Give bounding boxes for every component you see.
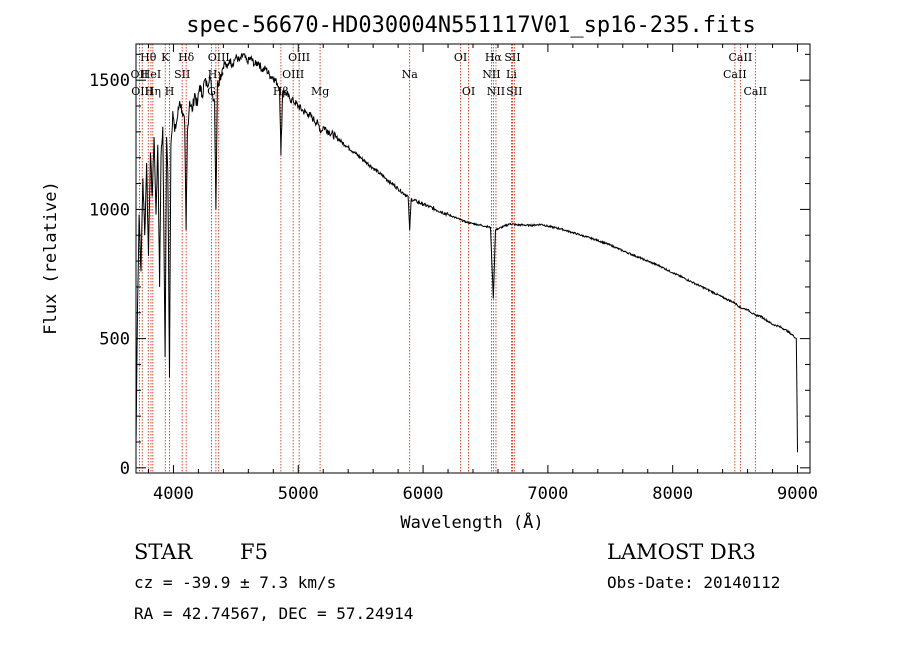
spectral-line-labels: HθOIIHeIOIIIHηKSIIHHδHγGOIIIHβOIIIOIIIMg… bbox=[131, 51, 768, 98]
line-marker-label: NII bbox=[487, 85, 505, 98]
coordinates: RA = 42.74567, DEC = 57.24914 bbox=[134, 604, 413, 623]
x-tick-label: 5000 bbox=[278, 484, 319, 504]
line-marker-label: HeI bbox=[141, 68, 161, 81]
y-axis-label: Flux (relative) bbox=[41, 181, 61, 335]
line-marker-label: OI bbox=[454, 51, 467, 64]
x-axis-ticks: 4000 5000 6000 7000 8000 9000 bbox=[147, 44, 818, 504]
line-marker-label: Hδ bbox=[178, 51, 195, 64]
x-axis-label: Wavelength (Å) bbox=[400, 511, 543, 533]
line-marker-label: OIII bbox=[208, 51, 230, 64]
line-marker-label: Li bbox=[506, 68, 517, 81]
line-marker-label: NII bbox=[482, 68, 500, 81]
line-marker-label: K bbox=[161, 51, 170, 64]
x-tick-label: 9000 bbox=[777, 484, 818, 504]
line-marker-label: H bbox=[165, 85, 175, 98]
y-axis-ticks: 0 500 1000 1500 bbox=[89, 53, 810, 479]
chart-title: spec-56670-HD030004N551117V01_sp16-235.f… bbox=[186, 13, 756, 38]
line-marker-label: CaII bbox=[729, 51, 753, 64]
line-marker-label: SII bbox=[506, 85, 522, 98]
line-marker-label: Hα bbox=[485, 51, 503, 64]
line-marker-label: G bbox=[207, 85, 216, 98]
plot-area: 4000 5000 6000 7000 8000 9000 0 500 1000 1500 Hθ… bbox=[89, 43, 818, 504]
x-tick-label: 4000 bbox=[153, 484, 194, 504]
line-marker-label: Hγ bbox=[208, 68, 225, 81]
redshift-readout: cz = -39.9 ± 7.3 km/s bbox=[134, 573, 336, 592]
y-tick-label: 500 bbox=[99, 330, 130, 350]
line-marker-label: OI bbox=[462, 85, 475, 98]
line-marker-label: SII bbox=[174, 68, 190, 81]
y-tick-label: 1500 bbox=[89, 71, 130, 91]
line-marker-label: OIII bbox=[288, 51, 310, 64]
spectrum-series-line bbox=[135, 53, 798, 453]
spectral-line-markers bbox=[138, 44, 756, 473]
line-marker-label: SII bbox=[504, 51, 520, 64]
y-tick-label: 0 bbox=[120, 459, 130, 479]
survey-name: LAMOST DR3 bbox=[607, 540, 756, 564]
object-class: STAR bbox=[134, 540, 193, 564]
line-marker-label: OIII bbox=[282, 68, 304, 81]
line-marker-label: CaII bbox=[723, 68, 747, 81]
footer-info: STAR F5 LAMOST DR3 cz = -39.9 ± 7.3 km/s… bbox=[134, 540, 780, 623]
obs-date: Obs-Date: 20140112 bbox=[607, 573, 780, 592]
line-marker-label: Hθ bbox=[140, 51, 157, 64]
plot-frame bbox=[135, 43, 811, 474]
x-tick-label: 8000 bbox=[652, 484, 693, 504]
x-tick-label: 6000 bbox=[403, 484, 444, 504]
line-marker-label: Hη bbox=[145, 85, 161, 98]
line-marker-label: OII bbox=[131, 68, 149, 81]
line-marker-label: Mg bbox=[311, 85, 329, 98]
object-subclass: F5 bbox=[240, 540, 268, 564]
y-tick-label: 1000 bbox=[89, 200, 130, 220]
line-marker-label: OIII bbox=[131, 85, 153, 98]
x-tick-label: 7000 bbox=[527, 484, 568, 504]
line-marker-label: Na bbox=[402, 68, 419, 81]
line-marker-label: Hβ bbox=[273, 85, 289, 98]
line-marker-label: CaII bbox=[743, 85, 767, 98]
